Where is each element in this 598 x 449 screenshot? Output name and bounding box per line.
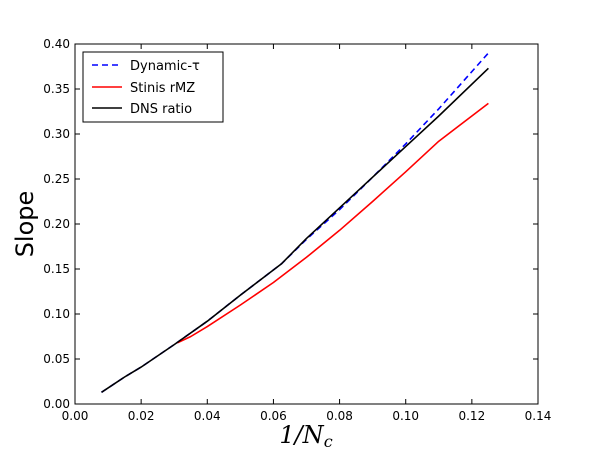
y-tick-label: 0.10 [43,307,70,321]
y-tick-label: 0.00 [43,397,70,411]
y-tick-label: 0.05 [43,352,70,366]
x-tick-label: 0.14 [525,409,552,423]
y-tick-label: 0.30 [43,127,70,141]
y-tick-label: 0.15 [43,262,70,276]
legend-label-dynamic-tau: Dynamic-τ [130,59,200,74]
x-tick-label: 0.04 [194,409,221,423]
series-line-stinis-rmz [177,102,489,344]
x-tick-label: 0.10 [392,409,419,423]
x-axis-label: 1/Nc [279,421,332,449]
series-line-dns-ratio [101,67,489,393]
ticks-layer: 0.00 0.02 0.04 0.06 0.08 0.10 0.12 0.14 0.00 0.05… [43,37,551,423]
x-axis-label-main: 1/N [279,421,324,449]
legend-label-stinis-rmz: Stinis rMZ [130,81,195,96]
x-tick-label: 0.08 [326,409,353,423]
y-tick-label: 0.20 [43,217,70,231]
x-tick-label: 0.02 [128,409,155,423]
x-tick-label: 0.00 [62,409,89,423]
y-tick-label: 0.35 [43,82,70,96]
y-tick-label: 0.40 [43,37,70,51]
x-axis-label-sub: c [324,432,333,449]
x-tick-label: 0.06 [260,409,287,423]
legend: Dynamic-τ Stinis rMZ DNS ratio [82,51,224,123]
y-axis-label: Slope [11,191,39,258]
x-tick-label: 0.12 [458,409,485,423]
y-tick-label: 0.25 [43,172,70,186]
series-layer [101,52,489,393]
legend-label-dns-ratio: DNS ratio [130,102,192,117]
